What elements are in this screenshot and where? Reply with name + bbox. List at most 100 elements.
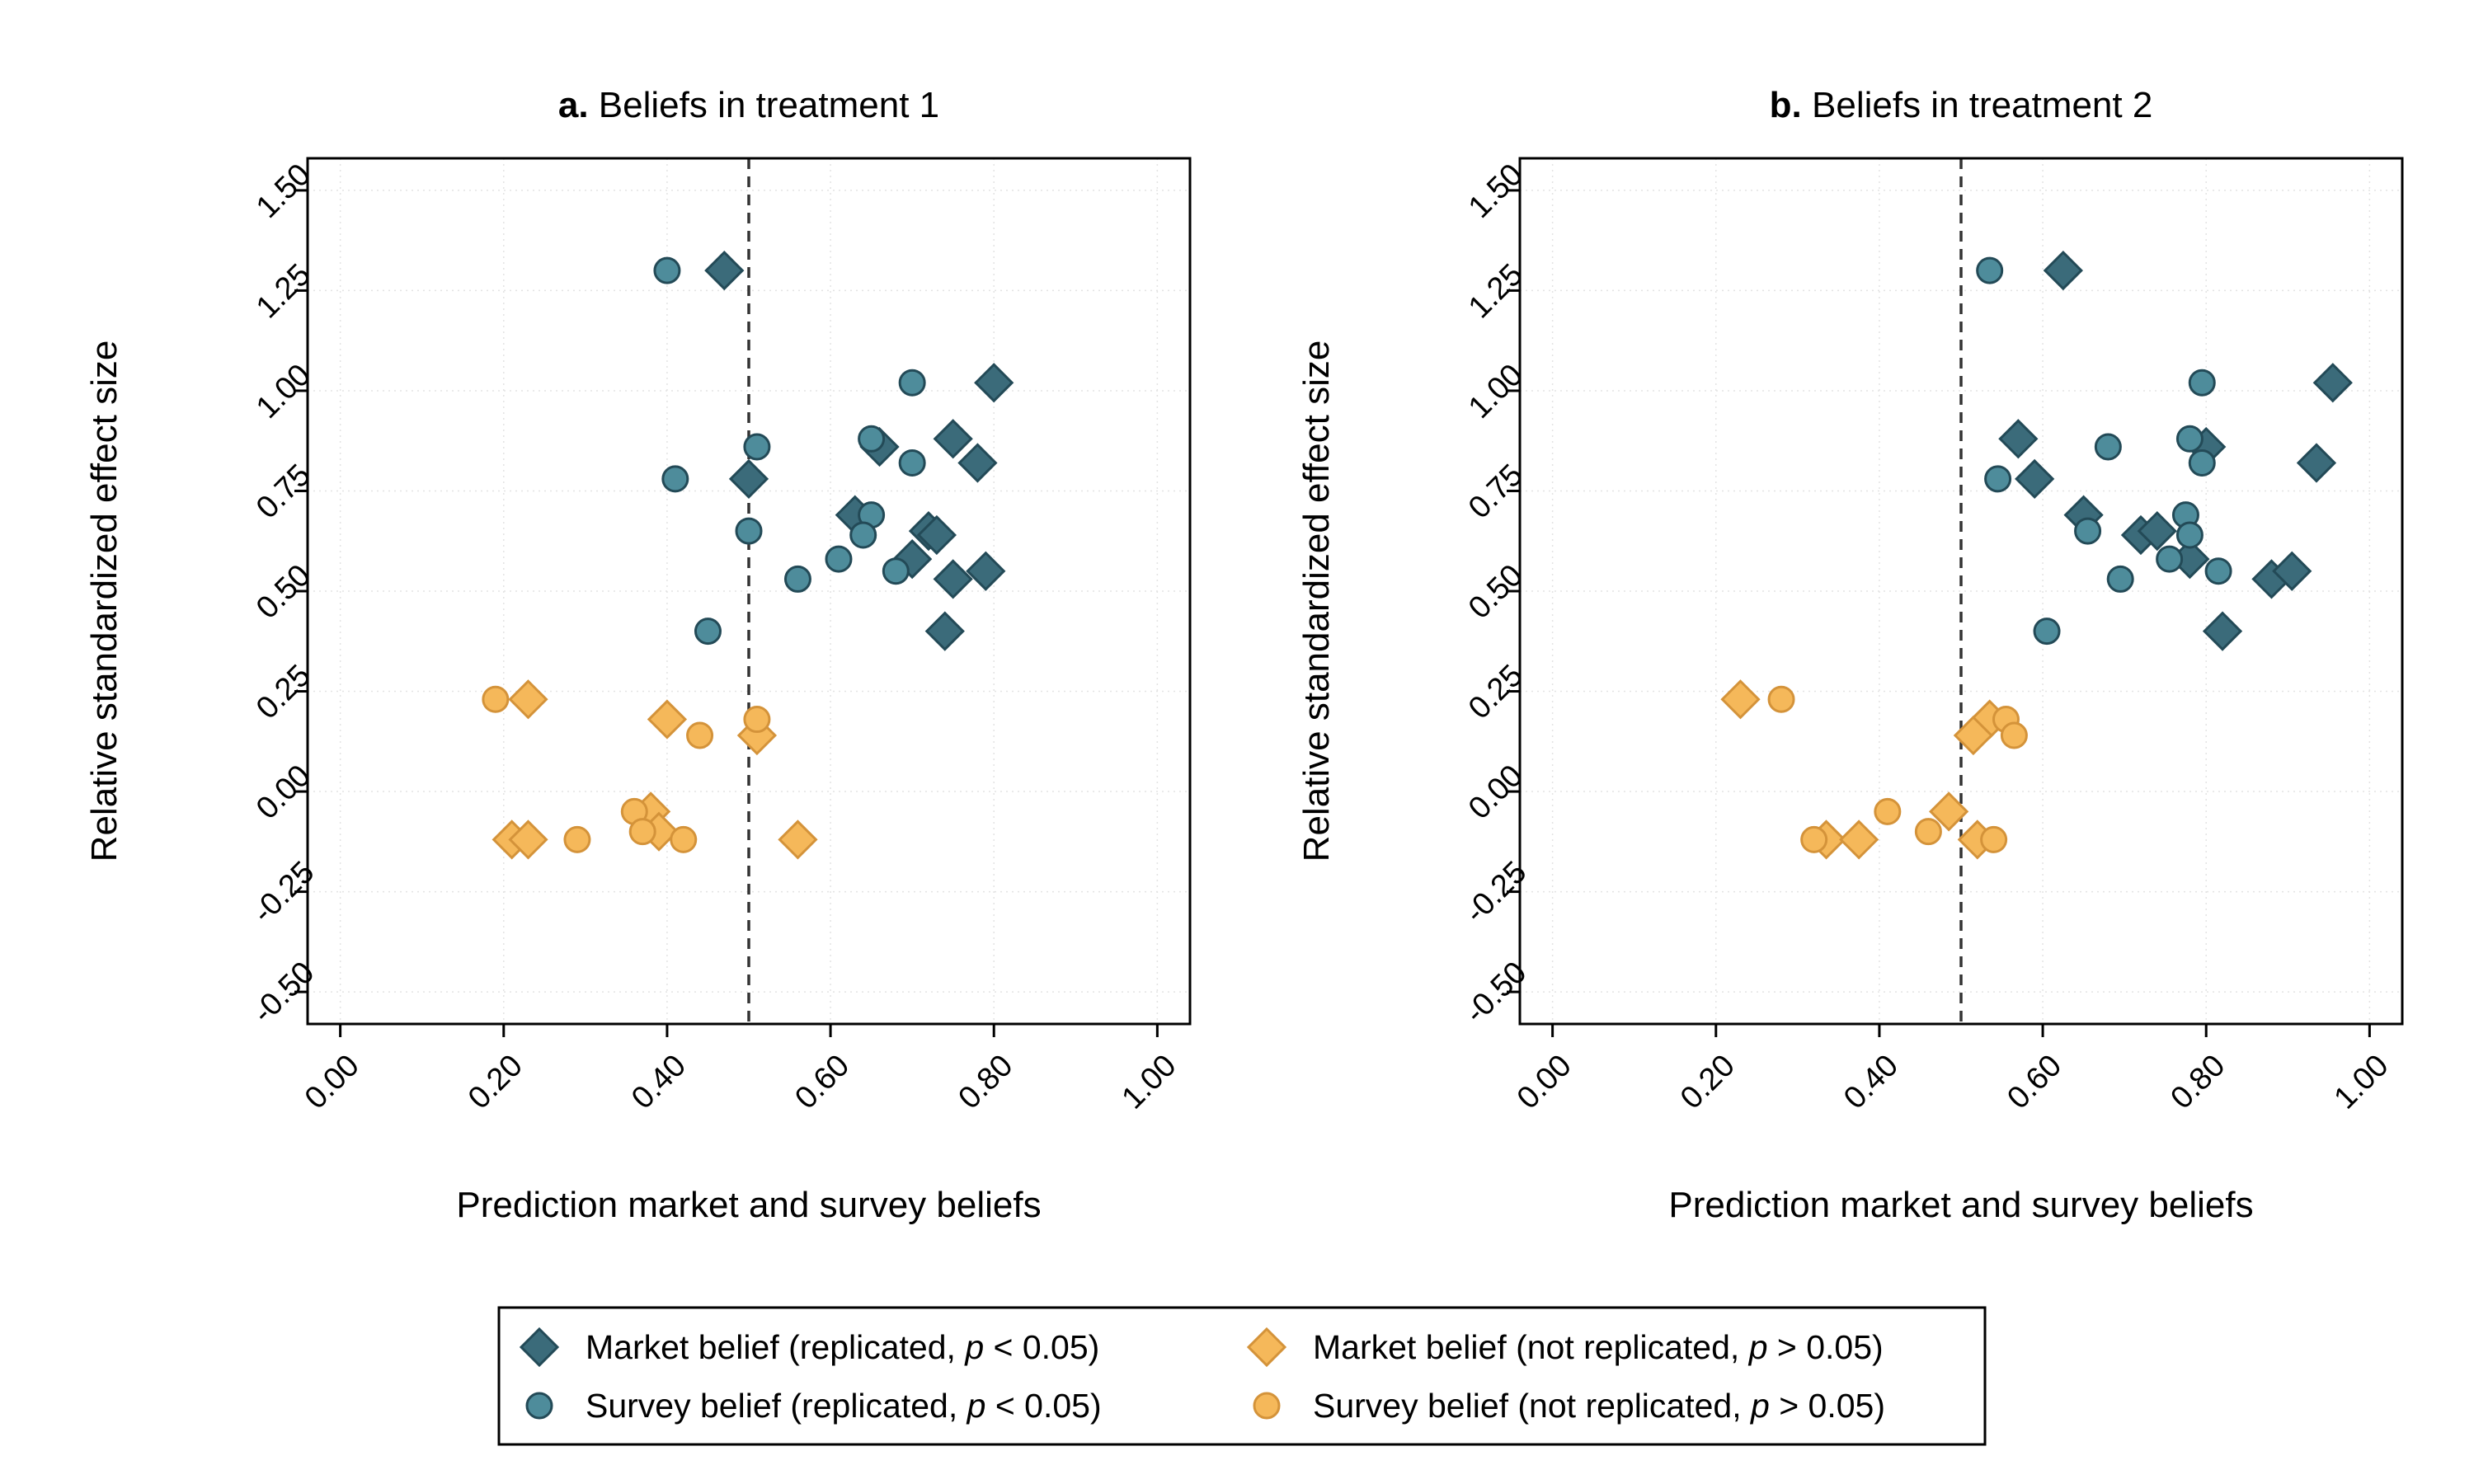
series-survey-replicated: [653, 256, 926, 646]
legend-item-survey-replicated: Survey belief (replicated, p < 0.05): [525, 1387, 1102, 1425]
point-survey-replicated: [2188, 369, 2216, 397]
series-survey-not-replicated: [1767, 685, 2028, 853]
legend-symbol-market-replicated: [519, 1327, 560, 1368]
series-market-replicated: [1998, 250, 2353, 651]
point-survey-replicated: [2106, 565, 2134, 593]
point-market-replicated: [2296, 443, 2337, 483]
y-tick-label: -0.50: [1458, 956, 1533, 1031]
point-survey-replicated: [2156, 545, 2184, 573]
legend-symbol-survey-replicated: [525, 1392, 553, 1420]
point-market-not-replicated: [1720, 679, 1761, 720]
legend-item-market-replicated: Market belief (replicated, p < 0.05): [519, 1327, 1099, 1368]
point-market-replicated: [704, 250, 745, 291]
point-market-replicated: [957, 443, 998, 483]
point-survey-replicated: [849, 521, 877, 549]
legend-item-survey-not-replicated: Survey belief (not replicated, p > 0.05): [1253, 1387, 1885, 1425]
x-tick-label: 0.00: [299, 1048, 366, 1115]
panel-b: -0.50-0.250.000.250.500.751.001.251.500.…: [1296, 85, 2404, 1225]
point-market-replicated: [2043, 250, 2083, 291]
point-survey-replicated: [743, 433, 771, 461]
point-survey-not-replicated: [686, 721, 714, 749]
point-survey-replicated: [898, 369, 926, 397]
point-market-replicated: [728, 458, 769, 500]
point-survey-not-replicated: [1980, 825, 2008, 853]
legend: Market belief (replicated, p < 0.05) Sur…: [497, 1306, 1987, 1446]
point-market-replicated: [2272, 551, 2312, 591]
point-survey-not-replicated: [1800, 825, 1828, 853]
point-survey-not-replicated: [743, 706, 771, 734]
legend-symbol-market-not-replicated: [1246, 1327, 1287, 1368]
grid: [308, 158, 1190, 1024]
point-market-replicated: [2202, 611, 2243, 651]
point-survey-replicated: [1984, 465, 2012, 493]
legend-label-survey-replicated: Survey belief (replicated, p < 0.05): [586, 1387, 1102, 1425]
legend-symbol-survey-not-replicated: [1253, 1392, 1281, 1420]
point-survey-replicated: [2204, 557, 2232, 585]
point-market-replicated: [933, 419, 973, 459]
point-survey-not-replicated: [1767, 685, 1795, 713]
y-axis-label: Relative standardized effect size: [84, 340, 125, 862]
x-tick-label: 0.40: [625, 1048, 693, 1115]
point-market-replicated: [916, 514, 957, 556]
point-survey-not-replicated: [482, 685, 510, 713]
legend-label-survey-not-replicated: Survey belief (not replicated, p > 0.05): [1313, 1387, 1885, 1425]
x-axis-label: Prediction market and survey beliefs: [1668, 1185, 2253, 1225]
point-market-not-replicated: [508, 679, 548, 720]
point-survey-replicated: [898, 448, 926, 477]
point-market-replicated: [2015, 458, 2055, 500]
chart-title-label: a.: [558, 85, 589, 125]
x-tick-label: 0.00: [1511, 1048, 1578, 1115]
panel-a: -0.50-0.250.000.250.500.751.001.251.500.…: [84, 85, 1192, 1225]
series-survey-not-replicated: [482, 685, 771, 853]
point-survey-replicated: [2175, 425, 2204, 453]
point-market-replicated: [924, 611, 965, 651]
point-survey-replicated: [661, 465, 689, 493]
point-market-replicated: [2312, 363, 2353, 403]
point-survey-replicated: [2175, 521, 2204, 549]
x-tick-label: 0.60: [2001, 1048, 2068, 1115]
point-market-not-replicated: [647, 699, 688, 740]
point-survey-replicated: [694, 618, 722, 646]
point-survey-not-replicated: [1874, 797, 1902, 825]
point-survey-replicated: [1976, 256, 2004, 284]
point-market-not-replicated: [1929, 791, 1969, 832]
y-tick-label: -0.25: [246, 855, 321, 930]
point-survey-replicated: [653, 256, 681, 284]
x-tick-label: 0.40: [1837, 1048, 1905, 1115]
x-axis-label: Prediction market and survey beliefs: [456, 1185, 1041, 1225]
point-survey-replicated: [2033, 618, 2061, 646]
point-market-not-replicated: [1839, 819, 1879, 860]
x-tick-label: 0.80: [952, 1048, 1019, 1115]
chart-title: a. Beliefs in treatment 1: [558, 85, 939, 125]
point-survey-replicated: [783, 565, 811, 593]
point-market-not-replicated: [1953, 715, 1993, 756]
point-survey-not-replicated: [1914, 818, 1942, 846]
point-market-not-replicated: [508, 819, 548, 860]
grid: [1520, 158, 2402, 1024]
x-tick-label: 0.20: [462, 1048, 529, 1115]
legend-box: [497, 1306, 1987, 1446]
point-survey-replicated: [2188, 448, 2216, 477]
point-survey-replicated: [2094, 433, 2122, 461]
x-tick-label: 1.00: [1116, 1048, 1183, 1115]
point-survey-replicated: [882, 557, 910, 585]
series-survey-replicated: [1976, 256, 2232, 646]
point-survey-not-replicated: [563, 825, 591, 853]
legend-label-market-not-replicated: Market belief (not replicated, p > 0.05): [1313, 1328, 1884, 1366]
point-market-replicated: [2137, 510, 2177, 552]
x-tick-label: 0.20: [1674, 1048, 1742, 1115]
chart-title-text: Beliefs in treatment 1: [589, 85, 940, 125]
point-market-not-replicated: [778, 819, 818, 860]
point-market-replicated: [933, 559, 973, 599]
chart-title-label: b.: [1770, 85, 1802, 125]
point-survey-replicated: [2074, 517, 2102, 545]
x-tick-label: 0.80: [2164, 1048, 2232, 1115]
point-survey-replicated: [825, 545, 853, 573]
data-points: [1720, 250, 2353, 860]
y-tick-label: -0.50: [246, 956, 321, 1031]
chart-title: b. Beliefs in treatment 2: [1770, 85, 2153, 125]
point-survey-not-replicated: [670, 825, 698, 853]
y-axis-label: Relative standardized effect size: [1296, 340, 1337, 862]
point-market-replicated: [974, 363, 1014, 403]
